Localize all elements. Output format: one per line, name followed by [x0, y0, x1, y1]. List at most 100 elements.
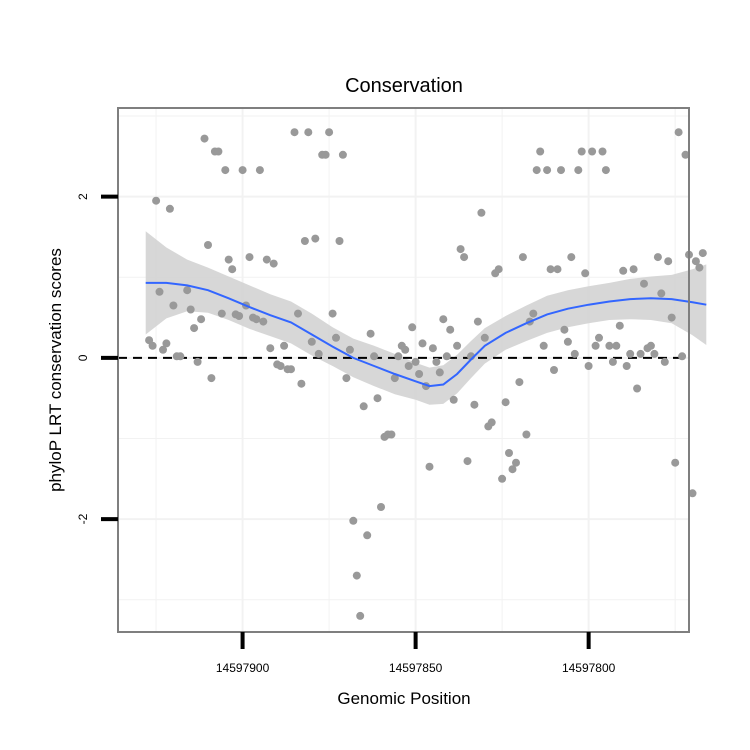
- data-point-12: [190, 324, 199, 333]
- data-point-88: [453, 341, 462, 350]
- data-point-43: [297, 379, 306, 388]
- data-point-89: [456, 245, 465, 254]
- data-point-153: [678, 352, 687, 361]
- data-point-137: [622, 362, 631, 370]
- data-point-150: [667, 313, 676, 322]
- data-point-13: [193, 357, 202, 366]
- data-point-78: [418, 339, 427, 348]
- data-point-140: [633, 384, 642, 393]
- data-point-55: [338, 150, 347, 159]
- data-point-2: [152, 196, 161, 205]
- data-point-119: [560, 325, 569, 334]
- data-point-126: [584, 362, 593, 370]
- data-point-106: [515, 378, 524, 387]
- data-point-110: [529, 309, 538, 318]
- smooth-curve: [145, 281, 707, 388]
- data-point-95: [477, 208, 486, 217]
- data-point-41: [290, 128, 299, 137]
- data-point-40: [287, 365, 295, 374]
- data-point-3: [155, 287, 164, 296]
- data-point-84: [439, 315, 448, 324]
- data-point-34: [266, 344, 275, 353]
- y-axis-title: phyloP LRT conservation scores: [46, 248, 65, 492]
- data-point-46: [307, 337, 316, 346]
- data-point-52: [328, 309, 337, 318]
- data-point-121: [567, 253, 576, 262]
- data-point-149: [664, 257, 673, 266]
- data-point-154: [681, 150, 690, 159]
- data-point-146: [653, 253, 662, 262]
- data-point-63: [366, 329, 375, 338]
- data-point-53: [332, 333, 340, 342]
- data-point-87: [449, 395, 458, 404]
- data-point-151: [671, 458, 680, 467]
- data-point-19: [214, 147, 223, 156]
- data-point-127: [588, 147, 597, 156]
- data-point-32: [259, 317, 268, 326]
- data-point-105: [512, 458, 520, 467]
- data-point-64: [370, 352, 379, 361]
- data-point-45: [304, 128, 313, 137]
- x-tick-label-1: 14597850: [389, 661, 443, 675]
- data-point-38: [280, 341, 289, 350]
- data-point-142: [640, 279, 648, 288]
- data-point-35: [269, 259, 278, 268]
- data-point-23: [228, 265, 237, 274]
- data-point-145: [650, 349, 659, 358]
- data-point-62: [363, 531, 372, 540]
- data-point-26: [238, 166, 247, 175]
- data-point-104: [508, 465, 517, 474]
- data-point-93: [470, 400, 479, 409]
- data-point-111: [532, 166, 541, 175]
- data-point-159: [698, 249, 707, 258]
- data-point-21: [221, 166, 230, 175]
- data-point-94: [473, 317, 482, 326]
- y-tick-label-2: -2: [76, 513, 90, 524]
- data-point-85: [442, 352, 451, 361]
- data-point-136: [619, 266, 628, 275]
- data-point-4: [159, 345, 167, 354]
- data-point-157: [691, 257, 700, 266]
- data-point-96: [480, 333, 489, 342]
- data-point-57: [345, 345, 354, 354]
- plot-area: 14597900 14597850 14597800 2 0 -2: [76, 107, 707, 675]
- chart-title: Conservation: [345, 75, 463, 97]
- data-point-47: [311, 234, 320, 243]
- data-point-30: [252, 315, 261, 324]
- data-point-82: [432, 357, 441, 366]
- data-point-71: [394, 352, 403, 361]
- data-point-114: [543, 166, 552, 175]
- data-point-33: [262, 255, 271, 264]
- data-point-130: [598, 147, 607, 156]
- data-point-65: [373, 394, 382, 403]
- data-point-48: [314, 349, 323, 358]
- data-point-74: [404, 362, 413, 370]
- data-point-11: [186, 305, 195, 314]
- data-point-31: [255, 166, 264, 175]
- data-point-134: [612, 341, 621, 350]
- data-point-124: [577, 147, 586, 156]
- data-point-129: [595, 333, 603, 342]
- data-point-122: [570, 349, 579, 358]
- data-point-133: [608, 357, 617, 366]
- data-point-10: [183, 286, 192, 295]
- data-point-20: [217, 309, 226, 318]
- data-point-90: [460, 253, 469, 262]
- data-point-131: [601, 166, 610, 175]
- data-point-25: [235, 312, 244, 320]
- data-point-152: [674, 128, 683, 137]
- data-point-58: [349, 516, 358, 525]
- data-point-123: [574, 166, 583, 175]
- data-point-112: [536, 147, 545, 156]
- x-tick-label-0: 14597900: [216, 661, 270, 675]
- data-point-69: [387, 430, 396, 439]
- data-point-54: [335, 237, 344, 245]
- data-point-107: [518, 253, 527, 262]
- data-point-81: [428, 344, 437, 353]
- data-point-9: [176, 352, 185, 361]
- data-point-5: [162, 339, 171, 348]
- data-point-141: [636, 349, 645, 358]
- data-point-98: [487, 418, 496, 427]
- data-point-56: [342, 374, 351, 383]
